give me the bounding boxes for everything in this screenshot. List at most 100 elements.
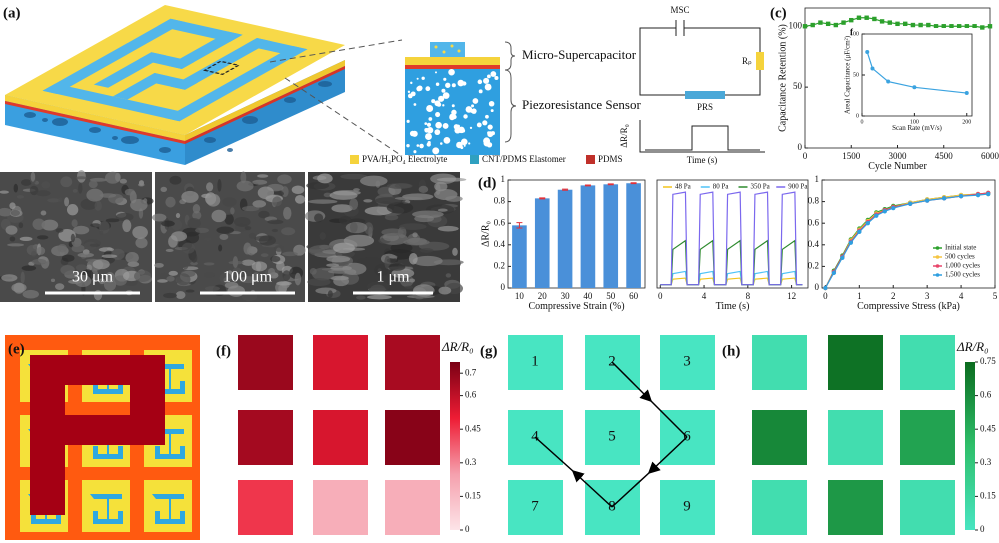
sem-grain xyxy=(244,226,252,231)
sem-grain xyxy=(40,210,47,216)
sem-grain xyxy=(309,268,317,275)
pore xyxy=(494,75,499,81)
pore xyxy=(442,122,449,129)
x-tick-label: 0 xyxy=(658,291,663,301)
sem-grain xyxy=(251,261,268,272)
sem-grain xyxy=(115,172,121,182)
e-electrode xyxy=(90,494,123,524)
sem-grain xyxy=(452,247,458,256)
panel-label: (h) xyxy=(722,343,740,359)
circuit-label: PRS xyxy=(697,102,713,112)
sem-grain xyxy=(388,263,406,271)
colorbar-tick-label: 0.3 xyxy=(980,457,992,467)
inset-bg xyxy=(842,28,978,136)
marker xyxy=(972,24,977,29)
sem-grain xyxy=(9,236,16,242)
colorbar-tick-label: 0 xyxy=(465,524,470,534)
sem-grain xyxy=(50,278,56,283)
panel-label: (g) xyxy=(480,343,498,359)
pore xyxy=(438,95,445,102)
sem-grain xyxy=(282,251,298,257)
zoom-lines xyxy=(269,39,403,157)
sem-grain xyxy=(191,252,198,263)
sem-grain xyxy=(257,186,274,200)
sem-grain xyxy=(260,253,269,258)
sem-grain xyxy=(60,176,73,188)
pore xyxy=(490,109,494,113)
marker xyxy=(823,285,828,291)
legend-label: 80 Pa xyxy=(713,183,730,191)
sem-grain xyxy=(168,270,178,276)
sem-grain xyxy=(204,286,220,291)
sem-grain xyxy=(294,194,306,204)
pore xyxy=(443,77,447,81)
x-tick-label: 6000 xyxy=(981,151,999,161)
sem-grain xyxy=(111,248,125,260)
cell-number: 4 xyxy=(531,428,539,444)
sem-grain xyxy=(370,284,386,294)
sem-grain xyxy=(333,276,349,287)
circuit-ylabel: ΔR/R₀ xyxy=(619,124,629,147)
marker xyxy=(941,24,946,29)
sem-grain xyxy=(99,220,110,234)
y-tick-label: 0.2 xyxy=(808,260,819,270)
cell-number: 2 xyxy=(608,353,616,369)
x-tick-label: 5 xyxy=(993,291,998,301)
heat-cell xyxy=(828,480,883,535)
colorbar-tick-label: 0 xyxy=(980,524,985,534)
marker xyxy=(841,20,846,25)
marker xyxy=(879,19,885,24)
sem-grain xyxy=(181,242,196,254)
sem-grain xyxy=(156,279,168,283)
marker xyxy=(887,20,892,25)
sem-grain xyxy=(206,193,221,207)
pore xyxy=(487,124,493,130)
sem-grain xyxy=(75,176,88,180)
sem-grain xyxy=(418,185,429,193)
circuit xyxy=(639,20,765,153)
pore xyxy=(460,146,464,150)
device-block xyxy=(5,4,345,165)
colorbar-tick-label: 0.15 xyxy=(465,490,481,500)
y-tick-label: 0 xyxy=(856,113,859,119)
pore xyxy=(476,122,482,128)
pore xyxy=(470,110,473,113)
y-tick-label: 100 xyxy=(789,20,803,30)
marker xyxy=(964,91,969,96)
sem-grain xyxy=(267,267,276,277)
sem-grain xyxy=(271,228,279,233)
sem-grain xyxy=(13,183,19,193)
sem-grain xyxy=(57,243,68,253)
sem-grain xyxy=(31,250,37,257)
y-tick-label: 0.6 xyxy=(808,217,820,227)
material-legend xyxy=(350,155,595,164)
legend-label: 1,500 cycles xyxy=(945,271,980,279)
legend-text: PVA/H₃PO₄ Electrolyte xyxy=(362,154,447,164)
sem-grain xyxy=(211,209,227,223)
pore xyxy=(406,143,410,148)
sem-grain xyxy=(224,281,239,289)
legend-marker xyxy=(935,255,940,259)
x-tick-label: 8 xyxy=(746,291,751,301)
sem-grain xyxy=(257,174,269,178)
sem-grain xyxy=(282,270,291,281)
pore xyxy=(406,119,410,123)
pore xyxy=(458,126,465,134)
sem-grain xyxy=(436,177,467,182)
x-axis-label: Compressive Strain (%) xyxy=(528,301,624,312)
marker xyxy=(886,79,891,84)
sem-grain xyxy=(105,218,120,223)
colorbar xyxy=(965,362,975,530)
sem-grain xyxy=(219,272,233,285)
heat-cell xyxy=(752,410,807,465)
marker xyxy=(840,255,845,260)
y-axis-label: Capacitance Retention (%) xyxy=(777,24,788,132)
sem-grain xyxy=(176,273,191,286)
heat-cell xyxy=(900,335,955,390)
sem-image: 100 μm xyxy=(151,171,306,302)
plot-frame xyxy=(656,179,809,289)
sem-grain xyxy=(135,237,148,249)
sem-grain xyxy=(134,270,152,283)
legend-marker xyxy=(935,264,940,268)
bar xyxy=(534,198,550,288)
